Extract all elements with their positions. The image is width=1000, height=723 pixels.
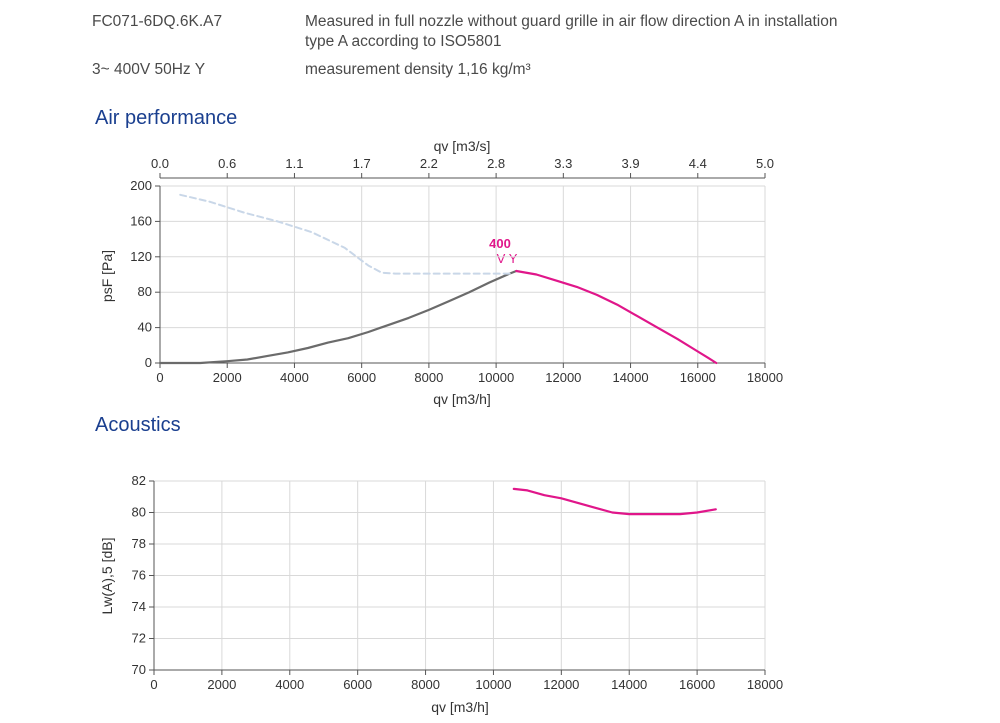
measurement-note-line1: Measured in full nozzle without guard gr… — [305, 13, 838, 30]
x2-tick-label: 5.0 — [756, 156, 774, 171]
y-tick-label: 70 — [132, 662, 146, 677]
y-axis-label: psF [Pa] — [99, 250, 115, 302]
y-tick-label: 120 — [130, 249, 152, 264]
y-tick-label: 74 — [132, 599, 146, 614]
acoustics-heading: Acoustics — [95, 414, 181, 436]
x-tick-label: 16000 — [679, 677, 715, 692]
x2-tick-label: 4.4 — [689, 156, 707, 171]
x-tick-label: 10000 — [478, 370, 514, 385]
x-tick-label: 12000 — [545, 370, 581, 385]
y-tick-label: 0 — [145, 355, 152, 370]
x2-tick-label: 1.1 — [285, 156, 303, 171]
curve-label-vy: V Y — [497, 251, 518, 266]
x2-tick-label: 0.6 — [218, 156, 236, 171]
y-tick-label: 40 — [138, 320, 152, 335]
y-axis-label: Lw(A),5 [dB] — [99, 537, 115, 614]
y-tick-label: 200 — [130, 178, 152, 193]
x-tick-label: 0 — [156, 370, 163, 385]
model-designation: FC071-6DQ.6K.A7 — [92, 13, 223, 30]
x-tick-label: 2000 — [207, 677, 236, 692]
x-tick-label: 14000 — [611, 677, 647, 692]
x-tick-label: 12000 — [543, 677, 579, 692]
x2-tick-label: 0.0 — [151, 156, 169, 171]
x-tick-label: 6000 — [343, 677, 372, 692]
y-tick-label: 82 — [132, 473, 146, 488]
x-tick-label: 10000 — [475, 677, 511, 692]
top-axis-label: qv [m3/s] — [434, 138, 491, 154]
x2-tick-label: 2.8 — [487, 156, 505, 171]
measurement-density: measurement density 1,16 kg/m³ — [305, 61, 531, 78]
x-tick-label: 4000 — [280, 370, 309, 385]
voltage-spec: 3~ 400V 50Hz Y — [92, 61, 206, 78]
x-tick-label: 8000 — [411, 677, 440, 692]
series-line-magenta — [515, 269, 718, 365]
measurement-note-line2: type A according to ISO5801 — [305, 33, 502, 50]
x-tick-label: 2000 — [213, 370, 242, 385]
air-performance-heading: Air performance — [95, 107, 238, 129]
y-tick-label: 72 — [132, 631, 146, 646]
x2-tick-label: 3.3 — [554, 156, 572, 171]
x-tick-label: 0 — [150, 677, 157, 692]
y-tick-label: 78 — [132, 536, 146, 551]
x-tick-label: 14000 — [612, 370, 648, 385]
x2-tick-label: 2.2 — [420, 156, 438, 171]
bottom-axis-label: qv [m3/h] — [431, 699, 489, 715]
x-tick-label: 8000 — [414, 370, 443, 385]
x-tick-label: 16000 — [680, 370, 716, 385]
curve-label-400: 400 — [489, 236, 511, 251]
y-tick-label: 80 — [138, 284, 152, 299]
y-tick-label: 80 — [132, 505, 146, 520]
x-tick-label: 4000 — [275, 677, 304, 692]
x-tick-label: 18000 — [747, 370, 783, 385]
x2-tick-label: 3.9 — [622, 156, 640, 171]
x-tick-label: 6000 — [347, 370, 376, 385]
y-tick-label: 76 — [132, 568, 146, 583]
x2-tick-label: 1.7 — [353, 156, 371, 171]
x-tick-label: 18000 — [747, 677, 783, 692]
series-line-magenta — [512, 487, 717, 516]
series-line-dashed — [179, 193, 514, 275]
series-line-grey — [158, 269, 518, 365]
y-tick-label: 160 — [130, 213, 152, 228]
bottom-axis-label: qv [m3/h] — [433, 391, 491, 407]
